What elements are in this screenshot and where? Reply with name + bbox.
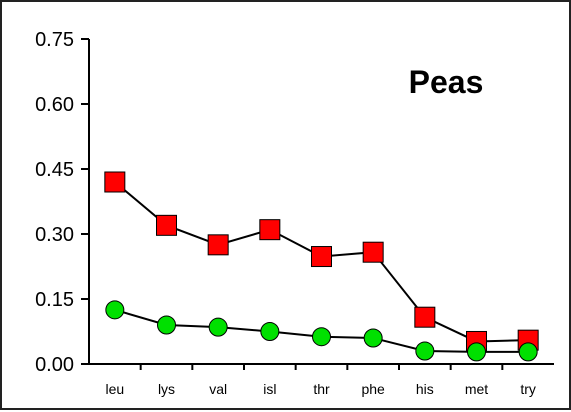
series-2-point xyxy=(467,342,486,362)
y-tick-label: 0.75 xyxy=(35,29,74,51)
series-1-point xyxy=(207,234,229,256)
x-tick-label: lys xyxy=(158,381,175,397)
series-2-point xyxy=(518,342,538,362)
series-2-point xyxy=(208,317,228,337)
series-2-point xyxy=(415,341,435,361)
series-2-point xyxy=(363,328,383,348)
y-tick-label: 0.15 xyxy=(35,289,74,311)
x-tick-label: leu xyxy=(105,381,124,397)
x-tick-label: try xyxy=(520,381,536,397)
series-2-point xyxy=(260,322,280,341)
series-markers xyxy=(104,171,539,362)
chart-title: Peas xyxy=(409,64,484,100)
x-tick-label: val xyxy=(209,381,227,397)
y-tick-label: 0.30 xyxy=(35,224,74,246)
axes xyxy=(88,39,554,365)
series-1-point xyxy=(104,171,126,193)
x-tick-label: thr xyxy=(313,381,330,397)
series-2-point xyxy=(157,315,176,335)
series-1-point xyxy=(156,214,177,236)
x-axis-ticks: leu lys val isl thr phe his met try xyxy=(105,364,536,397)
y-tick-label: 0.60 xyxy=(35,94,74,116)
series-2-point xyxy=(105,300,125,320)
x-tick-label: phe xyxy=(361,381,385,397)
x-tick-label: isl xyxy=(263,381,276,397)
y-tick-label: 0.00 xyxy=(35,354,74,376)
y-tick-label: 0.45 xyxy=(35,159,74,181)
series-2-point xyxy=(312,327,331,347)
series-1-point xyxy=(362,241,384,263)
series-1-point xyxy=(414,306,436,328)
series-1-point xyxy=(259,219,281,241)
x-tick-label: met xyxy=(465,381,488,397)
x-tick-label: his xyxy=(416,381,434,397)
y-axis-ticks: 0.00 0.15 0.30 0.45 0.60 0.75 xyxy=(35,29,89,376)
series-1-point xyxy=(311,246,332,268)
